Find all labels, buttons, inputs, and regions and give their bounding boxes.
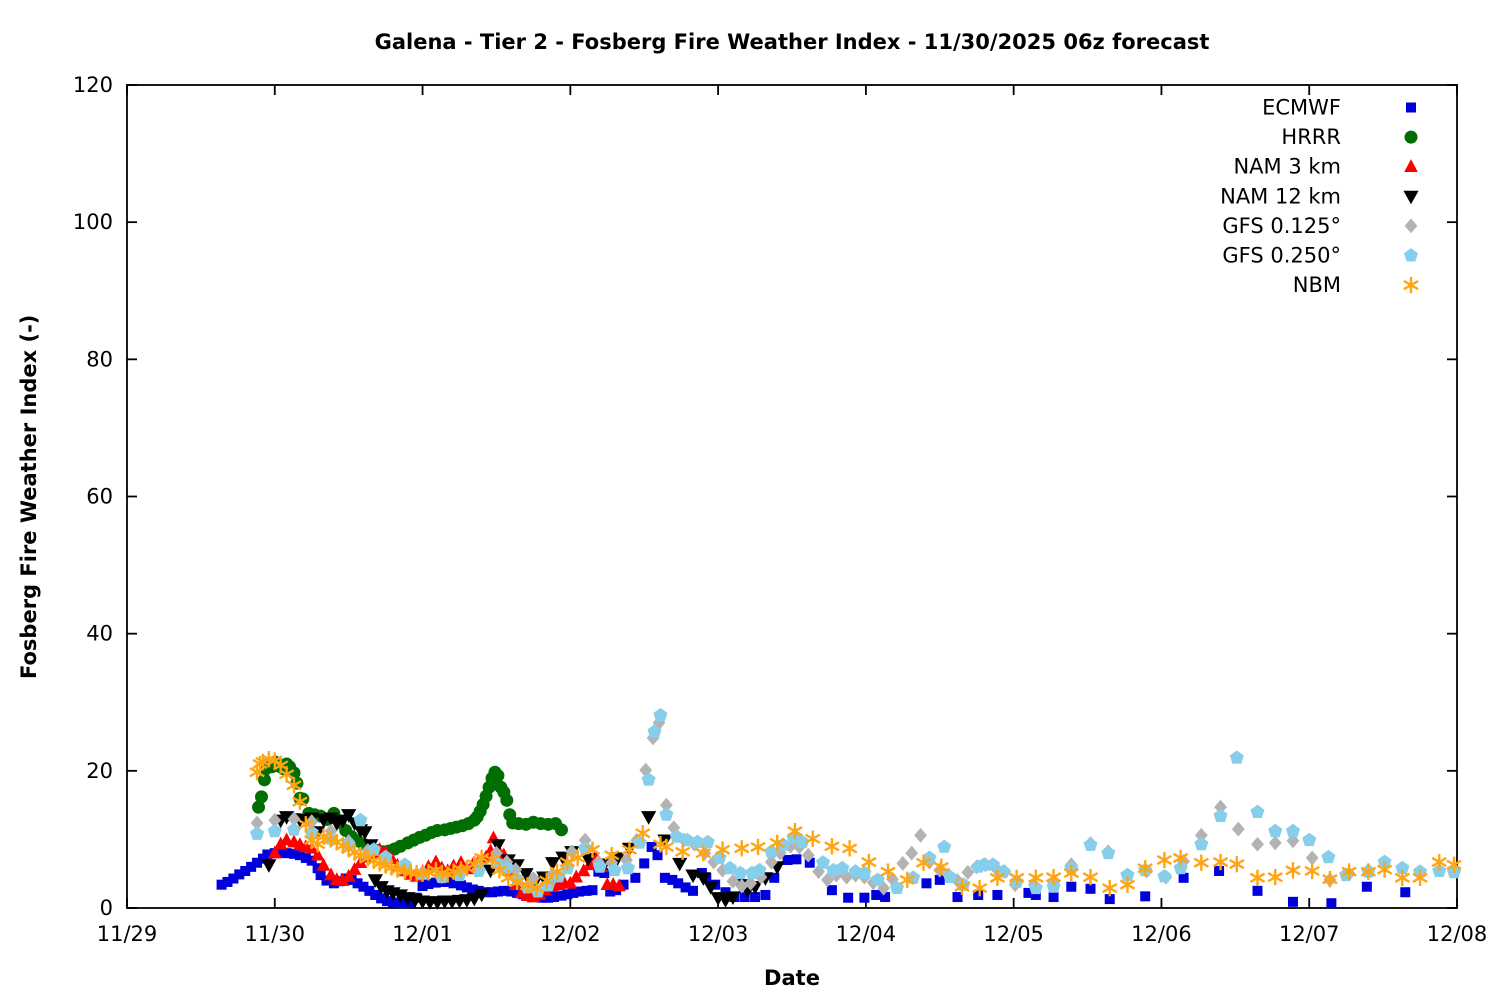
legend-label: ECMWF xyxy=(1262,96,1341,120)
plot-frame xyxy=(126,84,1458,909)
x-tick-label: 12/04 xyxy=(836,922,897,946)
y-axis: 0 20 40 60 80 100 120 xyxy=(73,73,1457,920)
legend-marker-asterisk-icon xyxy=(1403,276,1419,294)
x-tick-label: 12/05 xyxy=(983,922,1044,946)
legend-item-hrrr: HRRR xyxy=(1281,125,1418,149)
legend-item-nbm: NBM xyxy=(1293,273,1419,297)
x-tick-label: 11/29 xyxy=(97,922,158,946)
legend-label: GFS 0.125° xyxy=(1222,214,1341,238)
series-nbm xyxy=(249,750,1462,897)
legend-marker-triangle-down-icon xyxy=(1403,190,1419,205)
legend-marker-triangle-up-icon xyxy=(1404,159,1418,172)
y-tick-label: 60 xyxy=(86,485,113,509)
legend-item-ecmwf: ECMWF xyxy=(1262,96,1416,120)
x-tick-label: 12/01 xyxy=(392,922,453,946)
y-tick-label: 20 xyxy=(86,759,113,783)
x-tick-label: 12/06 xyxy=(1131,922,1192,946)
x-axis: 11/29 11/30 12/01 12/02 12/03 12/04 12/05 12/06… xyxy=(97,85,1488,946)
legend-item-gfs-0-250: GFS 0.250° xyxy=(1222,244,1418,268)
legend-marker-diamond-icon xyxy=(1404,218,1418,234)
legend-label: NBM xyxy=(1293,273,1341,297)
chart-title: Galena - Tier 2 - Fosberg Fire Weather I… xyxy=(374,30,1210,54)
series-ecmwf xyxy=(216,841,1411,909)
legend-item-nam-12-km: NAM 12 km xyxy=(1220,184,1419,208)
x-axis-label: Date xyxy=(764,966,820,990)
y-tick-label: 0 xyxy=(100,896,113,920)
legend-item-nam-3-km: NAM 3 km xyxy=(1233,155,1418,179)
legend-marker-square-icon xyxy=(1406,102,1416,113)
legend-label: HRRR xyxy=(1281,125,1341,149)
legend-label: GFS 0.250° xyxy=(1222,244,1341,268)
legend-marker-circle-icon xyxy=(1404,130,1418,144)
legend-label: NAM 3 km xyxy=(1233,155,1341,179)
legend-marker-pentagon-icon xyxy=(1404,248,1418,262)
y-tick-label: 40 xyxy=(86,622,113,646)
x-tick-label: 12/03 xyxy=(688,922,749,946)
x-tick-label: 11/30 xyxy=(245,922,306,946)
legend-label: NAM 12 km xyxy=(1220,184,1341,208)
y-tick-label: 120 xyxy=(73,73,113,97)
x-tick-label: 12/07 xyxy=(1279,922,1340,946)
x-tick-label: 12/08 xyxy=(1427,922,1488,946)
legend-item-gfs-0-125: GFS 0.125° xyxy=(1222,214,1418,238)
x-tick-label: 12/02 xyxy=(540,922,601,946)
y-tick-label: 100 xyxy=(73,210,113,234)
legend: ECMWF HRRR NAM 3 km NAM 12 km GFS 0.125° GFS … xyxy=(1220,96,1419,297)
y-tick-label: 80 xyxy=(86,347,113,371)
series-gfs-0-125 xyxy=(250,715,1375,896)
